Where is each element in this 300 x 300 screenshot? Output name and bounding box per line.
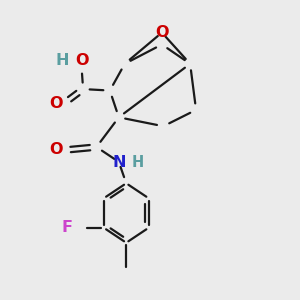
Text: H: H: [132, 155, 144, 170]
Text: H: H: [56, 53, 69, 68]
Text: O: O: [50, 95, 63, 110]
Text: O: O: [75, 53, 88, 68]
Text: O: O: [50, 142, 63, 157]
Text: F: F: [61, 220, 72, 236]
Text: N: N: [112, 155, 125, 170]
Text: O: O: [155, 25, 169, 40]
